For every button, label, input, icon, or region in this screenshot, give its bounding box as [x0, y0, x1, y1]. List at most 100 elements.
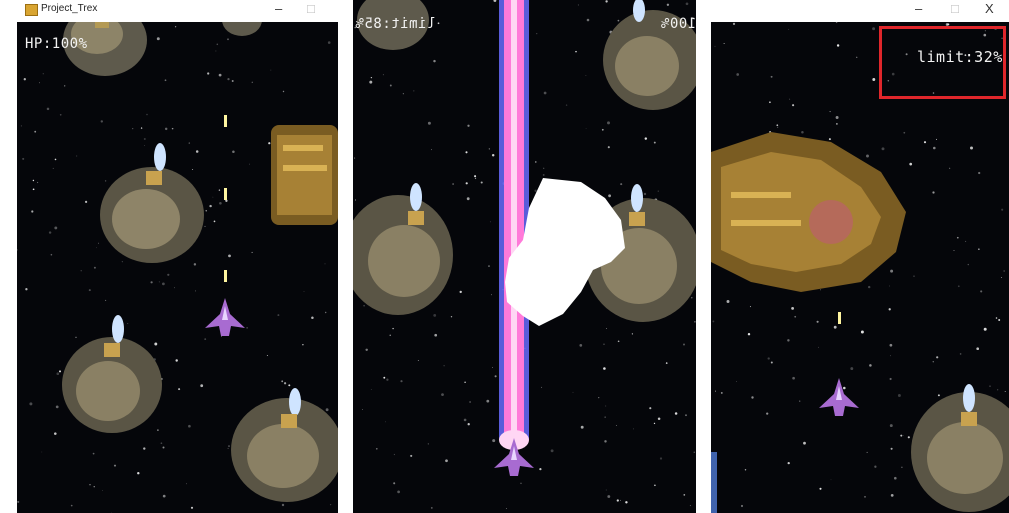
star [459, 290, 462, 294]
star [427, 121, 431, 125]
star [1001, 277, 1003, 278]
star [167, 273, 170, 276]
star [171, 127, 174, 130]
star [888, 308, 891, 311]
asteroid-turret-icon [63, 4, 147, 76]
star [31, 210, 34, 213]
star [891, 72, 895, 76]
star [693, 451, 696, 454]
star [173, 287, 175, 289]
star [469, 401, 472, 403]
star [96, 247, 97, 249]
star [46, 107, 50, 111]
star [869, 364, 872, 367]
star [29, 402, 33, 406]
star [633, 428, 634, 430]
star [860, 330, 864, 334]
star [227, 77, 230, 81]
star [657, 417, 661, 421]
star [957, 285, 960, 288]
star [866, 154, 869, 158]
star [268, 142, 271, 145]
star [215, 50, 217, 52]
star [620, 183, 623, 186]
star [888, 285, 890, 287]
star [164, 79, 167, 82]
star [160, 442, 163, 445]
star [383, 376, 386, 379]
star [726, 300, 730, 303]
star [691, 296, 693, 299]
mothership-icon [711, 132, 906, 292]
star [127, 322, 129, 324]
mothership-icon [271, 125, 338, 225]
minimize-button[interactable]: – [915, 1, 923, 16]
star [901, 466, 903, 469]
star [850, 367, 854, 371]
star [92, 452, 95, 455]
star [100, 120, 103, 123]
star [657, 190, 659, 192]
star [232, 150, 235, 154]
star [491, 154, 495, 157]
star [608, 194, 612, 198]
star [836, 44, 840, 47]
star [864, 496, 866, 498]
star [88, 289, 91, 292]
star [467, 423, 470, 426]
star [791, 307, 794, 310]
star [835, 116, 839, 119]
star [55, 405, 59, 409]
star [218, 189, 221, 191]
star [140, 127, 143, 129]
star [433, 313, 437, 317]
minimize-button[interactable]: – [275, 1, 283, 16]
star [983, 327, 987, 331]
star [605, 489, 607, 491]
star [102, 490, 103, 492]
star [872, 78, 876, 81]
star [932, 191, 935, 194]
star [889, 424, 893, 428]
star [1004, 391, 1006, 393]
star [54, 226, 58, 230]
star [218, 73, 222, 77]
star [400, 380, 403, 383]
star [64, 85, 66, 87]
player-bullet [224, 270, 227, 282]
star [467, 124, 470, 127]
star [41, 451, 43, 453]
star [20, 125, 22, 127]
star [659, 457, 663, 460]
star [897, 394, 901, 397]
star [685, 2, 689, 6]
close-button[interactable]: X [985, 1, 994, 16]
star [819, 487, 822, 490]
star [303, 291, 305, 292]
star [643, 192, 647, 196]
player-ship-icon [819, 378, 859, 416]
star [213, 220, 216, 223]
star [776, 124, 779, 127]
star [392, 327, 394, 330]
star [474, 175, 477, 178]
star [881, 147, 885, 151]
star [325, 311, 327, 314]
star [121, 261, 123, 263]
maximize-button[interactable]: □ [307, 1, 315, 16]
star [204, 225, 206, 227]
star [227, 38, 229, 41]
star [193, 263, 197, 266]
screen-edge-glow [711, 452, 717, 513]
star [749, 306, 751, 308]
star [788, 28, 790, 30]
star [50, 253, 53, 256]
maximize-button[interactable]: □ [951, 1, 959, 16]
star [649, 407, 652, 410]
star [631, 333, 634, 335]
star [889, 377, 892, 381]
star [905, 53, 908, 56]
star [605, 405, 607, 407]
star [964, 54, 967, 57]
star [539, 467, 542, 471]
